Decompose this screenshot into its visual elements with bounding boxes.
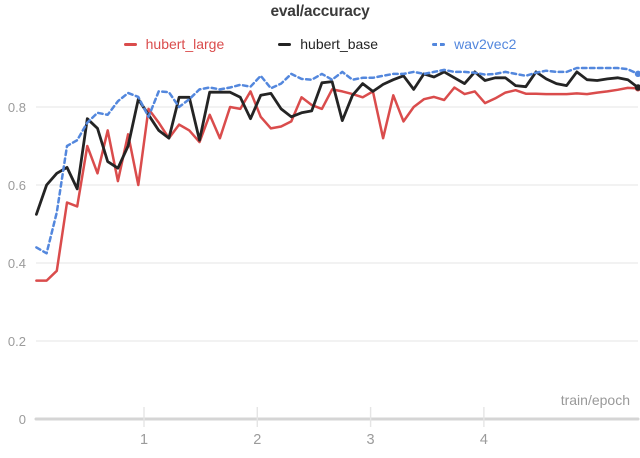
x-tick-label: 2 (253, 432, 262, 448)
chart-title: eval/accuracy (270, 3, 370, 20)
legend: hubert_large hubert_base wav2vec2 (0, 36, 640, 52)
series-line-wav2vec2 (35, 66, 640, 255)
x-tick-label: 1 (139, 432, 149, 448)
line-style-solid-icon (123, 42, 137, 46)
x-tick-label: 4 (479, 432, 488, 448)
line-style-solid-icon (278, 42, 292, 46)
legend-item-hubert-large[interactable]: hubert_large (123, 36, 225, 52)
series-endpoint-hubert_base (634, 84, 640, 91)
line-style-dashed-icon (432, 42, 446, 46)
legend-item-wav2vec2[interactable]: wav2vec2 (432, 36, 516, 52)
legend-label: hubert_base (300, 36, 379, 52)
y-tick-label: 0 (18, 412, 26, 427)
y-tick-label: 0.4 (7, 256, 26, 271)
x-tick-label: 3 (366, 432, 375, 448)
y-tick-label: 0.8 (7, 100, 26, 115)
x-axis-label: train/epoch (560, 392, 630, 408)
y-tick-label: 0.6 (7, 178, 26, 193)
series-endpoint-wav2vec2 (634, 70, 640, 78)
series-line-hubert_large (35, 86, 640, 282)
legend-label: hubert_large (145, 36, 225, 52)
legend-item-hubert-base[interactable]: hubert_base (278, 36, 378, 52)
legend-label: wav2vec2 (454, 36, 517, 52)
y-tick-label: 0.2 (7, 334, 26, 349)
